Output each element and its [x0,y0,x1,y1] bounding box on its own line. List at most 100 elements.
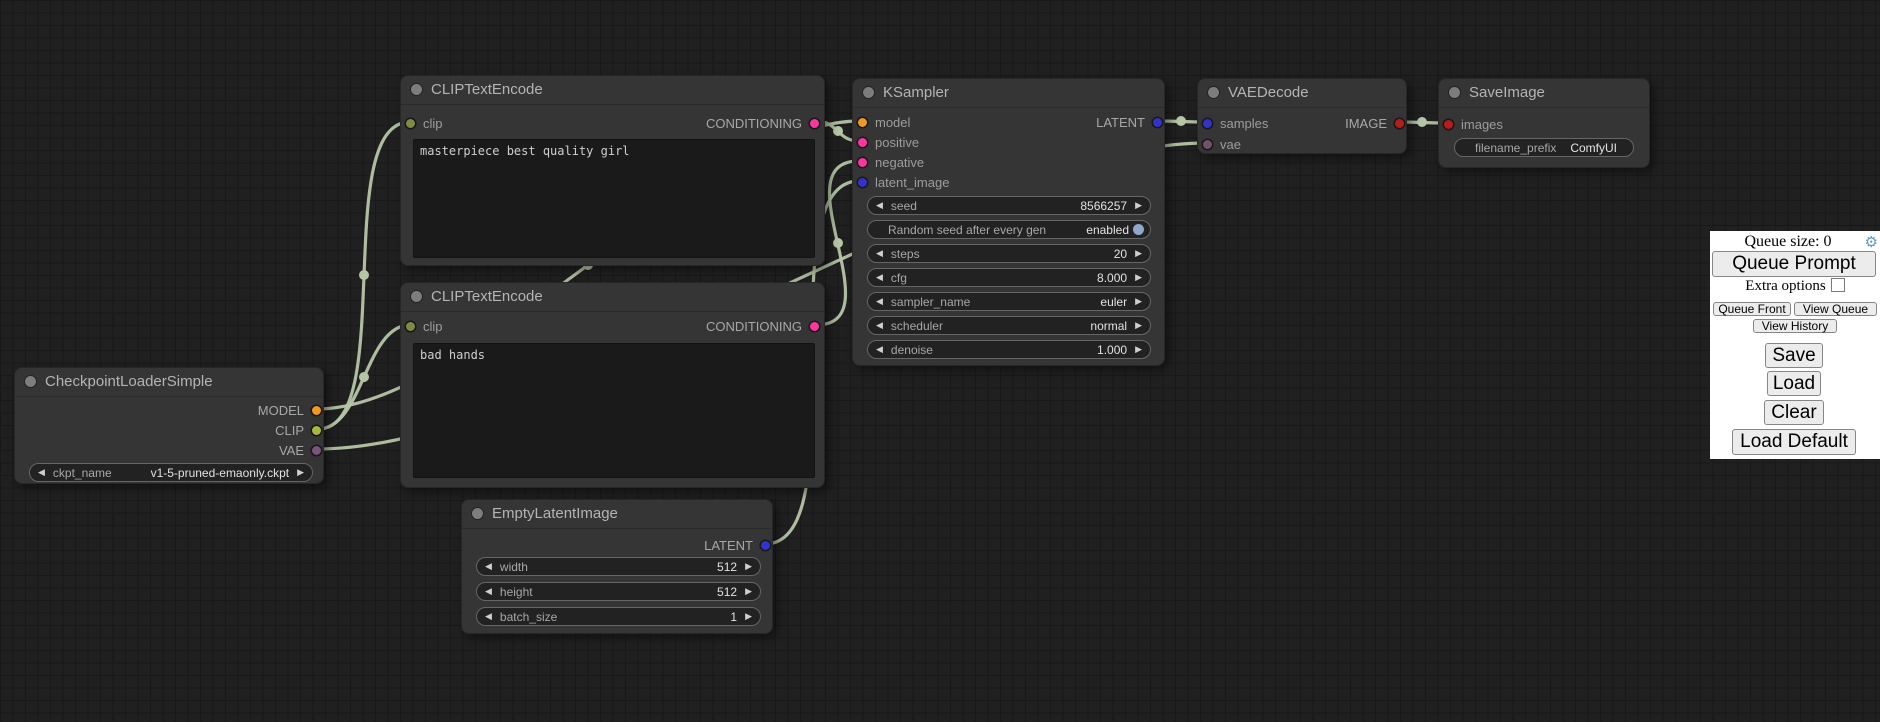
widget-height[interactable]: height 512 [476,582,761,601]
widget-cfg[interactable]: cfg 8.000 [867,268,1151,287]
slot-label: IMAGE [1345,115,1387,131]
stepper-left-icon[interactable] [876,201,883,210]
widget-random-seed[interactable]: Random seed after every gen enabled [867,220,1151,239]
stepper-left-icon[interactable] [876,297,883,306]
stepper-left-icon[interactable] [876,345,883,354]
input-slot-vae: vae [1203,135,1241,153]
node-title-bar[interactable]: VAEDecode [1198,79,1406,108]
node-clip-text-encode-positive[interactable]: CLIPTextEncode clip CONDITIONING masterp… [400,75,825,266]
queue-front-button[interactable]: Queue Front [1713,302,1791,316]
node-title-bar[interactable]: CLIPTextEncode [401,76,824,105]
collapse-dot-icon[interactable] [25,376,36,387]
save-button[interactable]: Save [1765,343,1823,368]
conditioning-slot-dot[interactable] [858,137,867,147]
collapse-dot-icon[interactable] [863,87,874,98]
clip-slot-dot[interactable] [312,425,321,435]
clip-slot-dot[interactable] [406,321,415,331]
stepper-right-icon[interactable] [745,612,752,621]
node-title-bar[interactable]: EmptyLatentImage [462,500,772,529]
stepper-right-icon[interactable] [1135,273,1142,282]
stepper-right-icon[interactable] [745,587,752,596]
load-button[interactable]: Load [1767,371,1821,396]
link-midpoint-dot [833,238,843,248]
node-title-bar[interactable]: SaveImage [1439,79,1649,108]
latent-slot-dot[interactable] [761,540,770,550]
node-checkpoint-loader[interactable]: CheckpointLoaderSimple MODEL CLIP VAE ck… [14,367,324,484]
clear-button[interactable]: Clear [1764,400,1824,425]
node-save-image[interactable]: SaveImage images filename_prefix ComfyUI [1438,78,1650,168]
collapse-dot-icon[interactable] [411,84,422,95]
widget-label: Random seed after every gen [888,222,1047,237]
positive-prompt-textarea[interactable]: masterpiece best quality girl [413,139,815,258]
queue-prompt-button[interactable]: Queue Prompt [1712,251,1876,277]
model-slot-dot[interactable] [858,117,867,127]
node-clip-text-encode-negative[interactable]: CLIPTextEncode clip CONDITIONING bad han… [400,282,825,488]
widget-seed[interactable]: seed 8566257 [867,196,1151,215]
stepper-left-icon[interactable] [38,468,45,477]
conditioning-slot-dot[interactable] [810,321,819,331]
stepper-left-icon[interactable] [876,249,883,258]
widget-label: steps [890,246,920,261]
node-vae-decode[interactable]: VAEDecode samples vae IMAGE [1197,78,1407,154]
view-queue-button[interactable]: View Queue [1794,302,1877,316]
stepper-left-icon[interactable] [485,587,492,596]
stepper-left-icon[interactable] [876,273,883,282]
stepper-left-icon[interactable] [876,321,883,330]
widget-value: euler [1100,294,1128,309]
widget-batch-size[interactable]: batch_size 1 [476,607,761,626]
queue-size-label: Queue size: 0 [1744,233,1832,250]
widget-width[interactable]: width 512 [476,557,761,576]
widget-denoise[interactable]: denoise 1.000 [867,340,1151,359]
conditioning-slot-dot[interactable] [858,157,867,167]
image-slot-dot[interactable] [1395,118,1404,128]
extra-options-checkbox[interactable] [1830,278,1845,292]
random-seed-toggle[interactable] [1133,224,1144,235]
stepper-left-icon[interactable] [485,612,492,621]
latent-slot-dot[interactable] [858,177,867,187]
latent-slot-dot[interactable] [1153,117,1162,127]
node-ksampler[interactable]: KSampler model positive negative latent_… [852,78,1165,366]
load-default-button[interactable]: Load Default [1732,429,1856,455]
conditioning-slot-dot[interactable] [810,118,819,128]
node-empty-latent-image[interactable]: EmptyLatentImage LATENT width 512 height… [461,499,773,634]
view-history-button[interactable]: View History [1753,319,1837,333]
image-slot-dot[interactable] [1444,119,1453,129]
stepper-right-icon[interactable] [1135,249,1142,258]
widget-filename-prefix[interactable]: filename_prefix ComfyUI [1454,138,1634,157]
widget-scheduler[interactable]: scheduler normal [867,316,1151,335]
negative-prompt-textarea[interactable]: bad hands [413,343,815,478]
widget-label: batch_size [499,609,558,624]
latent-slot-dot[interactable] [1203,118,1212,128]
input-slot-latent-image: latent_image [858,173,949,191]
widget-sampler-name[interactable]: sampler_name euler [867,292,1151,311]
stepper-right-icon[interactable] [1135,201,1142,210]
node-title-bar[interactable]: KSampler [853,79,1164,108]
slot-label: model [875,114,911,130]
input-slot-clip: clip [406,317,443,335]
stepper-right-icon[interactable] [1135,345,1142,354]
collapse-dot-icon[interactable] [1208,87,1219,98]
output-slot-clip: CLIP [275,421,321,439]
collapse-dot-icon[interactable] [472,508,483,519]
link-midpoint-dot [833,126,843,136]
collapse-dot-icon[interactable] [411,291,422,302]
stepper-left-icon[interactable] [485,562,492,571]
input-slot-positive: positive [858,133,919,151]
model-slot-dot[interactable] [312,405,321,415]
slot-label: CLIP [275,422,304,438]
clip-slot-dot[interactable] [406,118,415,128]
stepper-right-icon[interactable] [297,468,304,477]
stepper-right-icon[interactable] [1135,321,1142,330]
stepper-right-icon[interactable] [745,562,752,571]
widget-steps[interactable]: steps 20 [867,244,1151,263]
widget-ckpt-name[interactable]: ckpt_name v1-5-pruned-emaonly.ckpt [29,463,313,482]
vae-slot-dot[interactable] [312,445,321,455]
stepper-right-icon[interactable] [1135,297,1142,306]
vae-slot-dot[interactable] [1203,139,1212,149]
slot-label: MODEL [257,402,304,418]
gear-icon[interactable]: ⚙ [1864,233,1878,251]
node-title-bar[interactable]: CLIPTextEncode [401,283,824,312]
node-title-bar[interactable]: CheckpointLoaderSimple [15,368,323,397]
collapse-dot-icon[interactable] [1449,87,1460,98]
